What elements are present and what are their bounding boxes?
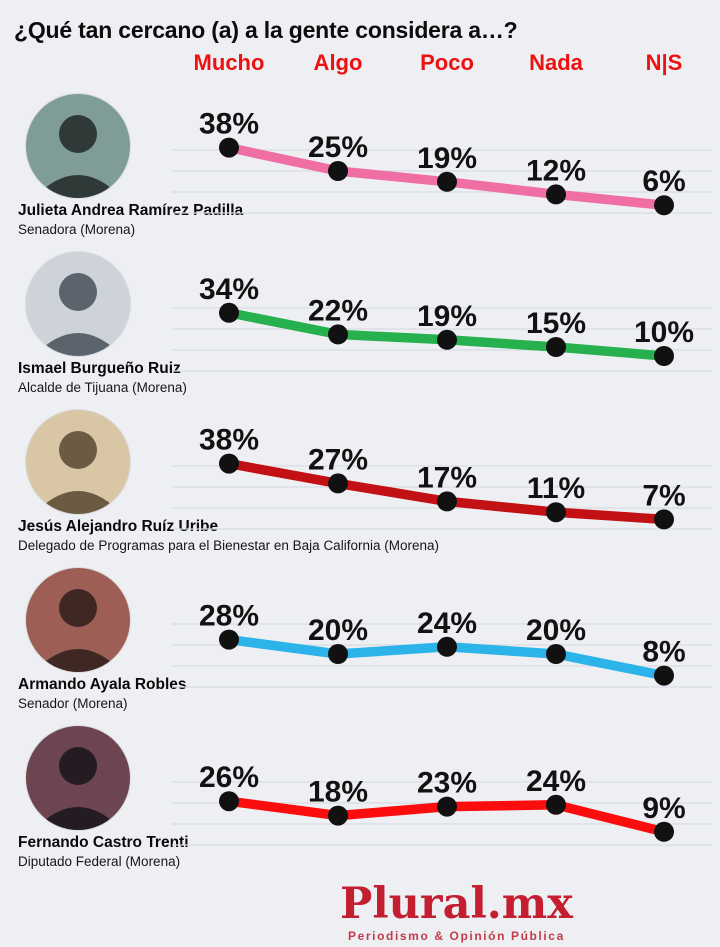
value-label: 20%: [308, 614, 368, 647]
value-label: 24%: [417, 607, 477, 640]
data-point-dot: [219, 137, 239, 158]
category-label: Mucho: [193, 50, 265, 75]
person-silhouette-icon: [34, 747, 122, 830]
data-point-dot: [328, 644, 348, 664]
person-role: Senadora (Morena): [18, 222, 136, 237]
data-point-dot: [219, 791, 239, 812]
person-role: Alcalde de Tijuana (Morena): [18, 380, 187, 395]
avatar: [26, 94, 130, 198]
data-point-dot: [654, 665, 674, 686]
value-label: 24%: [526, 765, 586, 798]
person-row: Armando Ayala Robles Senador (Morena) 28% 2…: [0, 562, 720, 720]
data-point-dot: [219, 302, 239, 323]
person-silhouette-icon: [34, 273, 122, 356]
value-label: 12%: [526, 154, 586, 187]
data-point-dot: [219, 629, 239, 650]
brand-tagline: Periodismo & Opinión Pública: [348, 929, 565, 944]
person-silhouette-icon: [34, 589, 122, 672]
person-name: Ismael Burgueño Ruiz: [18, 360, 181, 377]
person-name: Armando Ayala Robles: [18, 676, 187, 693]
person-role: Senador (Morena): [18, 696, 128, 711]
value-label: 18%: [308, 776, 368, 809]
person-rows: Julieta Andrea Ramírez Padilla Senadora (…: [0, 88, 720, 878]
category-label: Poco: [420, 50, 474, 75]
trend-chart: 34% 22% 19% 15% 10%: [172, 273, 712, 372]
value-label: 27%: [308, 443, 368, 476]
avatar: [26, 252, 130, 356]
value-label: 17%: [417, 461, 477, 494]
value-label: 23%: [417, 767, 477, 800]
person-silhouette-icon: [34, 115, 122, 198]
avatar: [26, 568, 130, 672]
data-point-dot: [328, 805, 348, 826]
trend-chart: 28% 20% 24% 20% 8%: [172, 600, 712, 688]
data-point-dot: [654, 509, 674, 530]
page-title: ¿Qué tan cercano (a) a la gente consider…: [14, 17, 518, 43]
data-point-dot: [546, 337, 566, 357]
data-point-dot: [328, 473, 348, 494]
value-label: 38%: [199, 108, 259, 141]
data-point-dot: [437, 171, 457, 192]
value-label: 6%: [642, 165, 685, 198]
value-label: 19%: [417, 142, 477, 175]
data-point-dot: [546, 644, 566, 664]
person-name: Julieta Andrea Ramírez Padilla: [18, 202, 244, 219]
category-label: Nada: [529, 50, 583, 75]
data-point-dot: [437, 796, 457, 817]
category-header: Mucho Algo Poco Nada N|S: [172, 50, 717, 82]
trend-chart: 38% 25% 19% 12% 6%: [172, 108, 712, 216]
value-label: 26%: [199, 761, 259, 794]
value-label: 34%: [199, 273, 259, 306]
data-point-dot: [437, 491, 457, 512]
person-role: Diputado Federal (Morena): [18, 854, 181, 869]
data-point-dot: [546, 794, 566, 815]
value-label: 22%: [308, 294, 368, 327]
value-label: 10%: [634, 316, 694, 349]
data-point-dot: [328, 324, 348, 345]
data-point-dot: [328, 161, 348, 181]
data-point-dot: [437, 636, 457, 657]
data-point-dot: [219, 453, 239, 474]
value-label: 11%: [527, 472, 585, 505]
data-point-dot: [546, 502, 566, 523]
person-role: Delegado de Programas para el Bienestar …: [18, 538, 439, 553]
value-label: 15%: [526, 307, 586, 340]
value-label: 7%: [642, 479, 685, 512]
brand-footer: Plural.mx Periodismo & Opinión Pública: [340, 879, 573, 944]
data-point-dot: [437, 329, 457, 350]
data-point-dot: [654, 821, 674, 842]
value-label: 20%: [526, 614, 586, 647]
person-row: Julieta Andrea Ramírez Padilla Senadora (…: [0, 88, 720, 246]
brand-name: Plural.mx: [340, 879, 573, 929]
person-silhouette-icon: [34, 431, 122, 514]
value-label: 25%: [308, 131, 368, 164]
value-label: 9%: [642, 792, 685, 825]
category-label: N|S: [645, 50, 683, 75]
value-label: 38%: [199, 424, 259, 457]
person-row: Ismael Burgueño Ruiz Alcalde de Tijuana (…: [0, 246, 720, 404]
person-row: Fernando Castro Trenti Diputado Federal (…: [0, 720, 720, 878]
avatar: [26, 726, 130, 830]
value-label: 8%: [642, 636, 685, 669]
trend-chart: 26% 18% 23% 24% 9%: [172, 761, 712, 846]
avatar: [26, 410, 130, 514]
category-label: Algo: [313, 50, 363, 75]
value-label: 19%: [417, 300, 477, 333]
person-row: Jesús Alejandro Ruíz Uribe Delegado de Pr…: [0, 404, 720, 562]
data-point-dot: [654, 346, 674, 366]
person-name: Jesús Alejandro Ruíz Uribe: [18, 518, 219, 535]
value-label: 28%: [199, 600, 259, 633]
person-name: Fernando Castro Trenti: [18, 834, 189, 851]
data-point-dot: [654, 195, 674, 216]
data-point-dot: [546, 184, 566, 205]
trend-chart: 38% 27% 17% 11% 7%: [172, 424, 712, 530]
